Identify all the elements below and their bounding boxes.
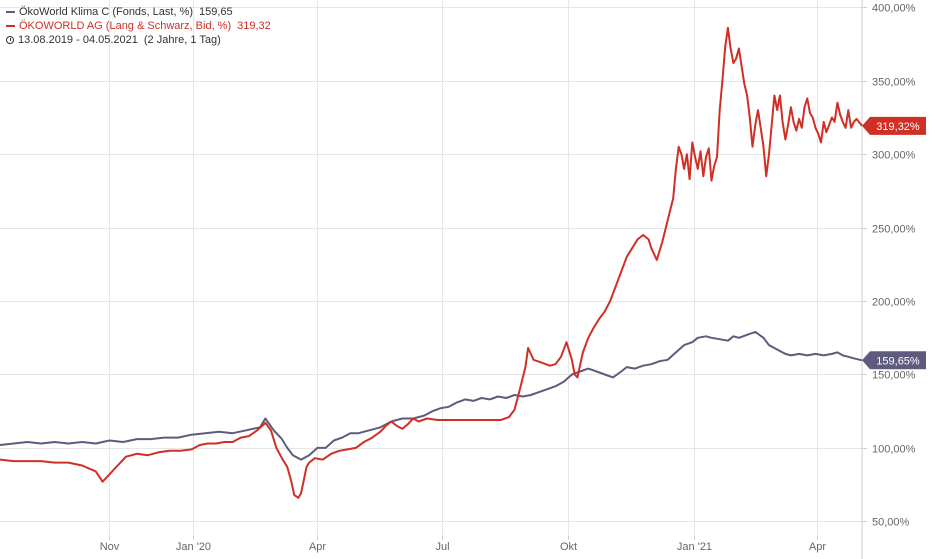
series-line-fund bbox=[0, 330, 863, 461]
legend-fund-swatch bbox=[6, 11, 15, 13]
legend-fund-label: ÖkoWorld Klima C (Fonds, Last, %) bbox=[19, 6, 194, 18]
y-tick-label-100: 100,00% bbox=[872, 444, 916, 456]
legend-item-stock[interactable]: ÖKOWORLD AG (Lang & Schwarz, Bid, %) 319… bbox=[6, 19, 271, 33]
legend-stock-label: ÖKOWORLD AG (Lang & Schwarz, Bid, %) bbox=[19, 20, 232, 32]
x-tick-label-6: Apr bbox=[809, 541, 826, 553]
x-axis-ticks: Nov Jan '20 Apr Jul Okt Jan '21 Apr bbox=[100, 536, 826, 553]
y-axis-ticks: 50,00% 100,00% 150,00% 200,00% 250,00% 300,00… bbox=[862, 3, 916, 529]
period-range: 13.08.2019 - 04.05.2021 bbox=[18, 34, 138, 46]
y-tick-label-200: 200,00% bbox=[872, 297, 916, 309]
last-value-tag-bg bbox=[862, 351, 926, 370]
last-value-tags: 159,65% 319,32% bbox=[862, 116, 926, 370]
clock-icon bbox=[6, 36, 14, 44]
legend-item-fund[interactable]: ÖkoWorld Klima C (Fonds, Last, %) 159,65 bbox=[6, 5, 271, 19]
series-lines bbox=[0, 26, 863, 499]
legend-fund-value: 159,65 bbox=[199, 6, 233, 18]
x-tick-label-3: Jul bbox=[435, 541, 449, 553]
grid-lines bbox=[0, 0, 862, 536]
y-tick-label-300: 300,00% bbox=[872, 150, 916, 162]
legend-stock-swatch bbox=[6, 25, 15, 27]
series-line-stock bbox=[0, 26, 863, 499]
period-length: (2 Jahre, 1 Tag) bbox=[143, 34, 221, 46]
x-tick-label-2: Apr bbox=[309, 541, 326, 553]
x-tick-label-0: Nov bbox=[100, 541, 120, 553]
last-value-tag-stock: 319,32% bbox=[862, 116, 926, 135]
legend-period: 13.08.2019 - 04.05.2021 (2 Jahre, 1 Tag) bbox=[6, 33, 271, 47]
y-tick-label-50: 50,00% bbox=[872, 517, 910, 529]
x-tick-label-1: Jan '20 bbox=[176, 541, 211, 553]
legend-stock-value: 319,32 bbox=[237, 20, 271, 32]
chart-legend: ÖkoWorld Klima C (Fonds, Last, %) 159,65… bbox=[6, 5, 271, 47]
last-value-tag-label: 159,65% bbox=[876, 355, 920, 367]
x-tick-label-5: Jan '21 bbox=[677, 541, 712, 553]
y-tick-label-150: 150,00% bbox=[872, 370, 916, 382]
last-value-tag-label: 319,32% bbox=[876, 121, 920, 133]
last-value-tag-bg bbox=[862, 116, 926, 135]
y-tick-label-350: 350,00% bbox=[872, 77, 916, 89]
x-tick-label-4: Okt bbox=[560, 541, 577, 553]
y-tick-label-400: 400,00% bbox=[872, 3, 916, 15]
last-value-tag-fund: 159,65% bbox=[862, 351, 926, 370]
y-tick-label-250: 250,00% bbox=[872, 224, 916, 236]
